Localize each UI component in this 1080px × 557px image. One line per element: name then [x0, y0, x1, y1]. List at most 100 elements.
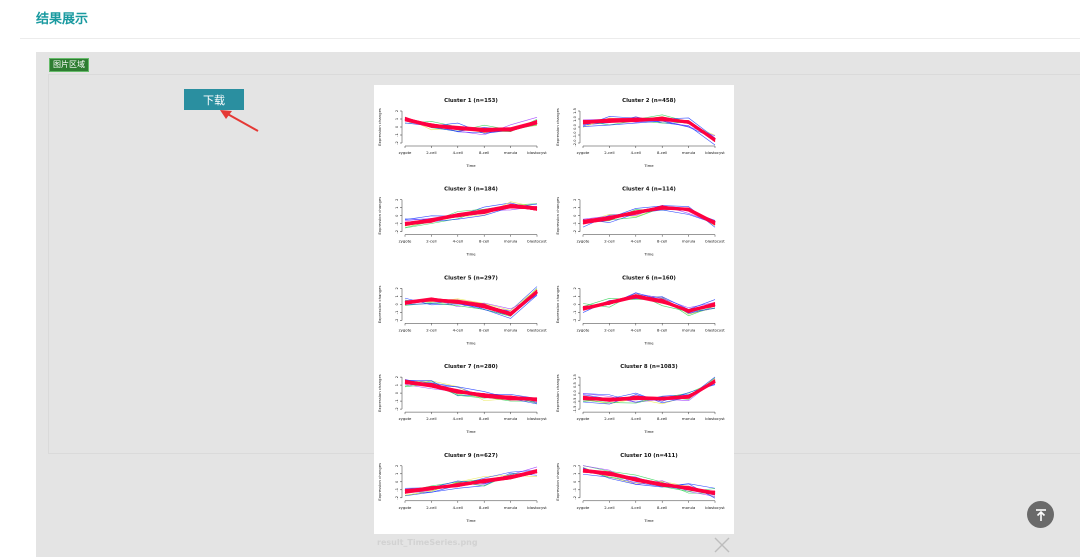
y-tick-label: 2 — [395, 465, 399, 467]
x-axis-label: Time — [465, 518, 476, 523]
y-tick-label: -1 — [395, 222, 399, 226]
series-line — [582, 465, 716, 494]
x-tick-label: morula — [504, 416, 517, 421]
x-axis-label: Time — [643, 518, 654, 523]
y-tick-label: 0.0 — [573, 123, 577, 129]
y-tick-label: 0 — [395, 125, 399, 128]
y-tick-label: 2 — [573, 287, 577, 289]
x-tick-label: 2-cell — [426, 150, 436, 155]
result-image[interactable]: Cluster 1 (n=153) -2 -1 0 1 2 zygote 2-cell 4-ce… — [374, 85, 734, 534]
y-tick-label: 0 — [395, 391, 399, 394]
x-axis-label: Time — [643, 340, 654, 345]
series-line — [404, 469, 538, 491]
x-tick-label: blastocyst — [527, 150, 547, 155]
x-tick-label: 8-cell — [657, 416, 667, 421]
y-tick-label: 1 — [395, 295, 399, 297]
x-tick-label: morula — [504, 327, 517, 332]
cluster-core-line — [404, 469, 538, 493]
x-axis-label: Time — [465, 163, 476, 168]
close-icon[interactable] — [713, 536, 731, 554]
y-axis-label: Expression changes — [377, 197, 382, 235]
x-tick-label: zygote — [577, 327, 590, 332]
x-tick-label: 4-cell — [453, 327, 463, 332]
y-tick-label: 2 — [395, 376, 399, 378]
cluster-title: Cluster 8 (n=1083) — [620, 364, 678, 370]
y-axis-label: Expression changes — [555, 374, 560, 412]
y-tick-label: -2 — [395, 496, 399, 500]
y-tick-label: 1.5 — [573, 374, 577, 380]
x-tick-label: zygote — [399, 150, 412, 155]
x-tick-label: blastocyst — [527, 505, 547, 510]
x-tick-label: zygote — [577, 505, 590, 510]
x-tick-label: 4-cell — [453, 505, 463, 510]
y-tick-label: -1 — [573, 222, 577, 226]
x-axis-label: Time — [643, 429, 654, 434]
y-axis-label: Expression changes — [555, 197, 560, 235]
x-tick-label: morula — [682, 327, 695, 332]
cluster-core-line — [404, 380, 538, 402]
cluster-core-line — [582, 469, 716, 495]
x-tick-label: 8-cell — [657, 150, 667, 155]
series-line — [582, 378, 716, 400]
x-tick-label: 8-cell — [657, 327, 667, 332]
x-tick-label: 2-cell — [604, 416, 614, 421]
cluster-title: Cluster 10 (n=411) — [620, 453, 678, 459]
y-tick-label: 2 — [395, 199, 399, 201]
x-tick-label: morula — [682, 239, 695, 244]
y-axis-label: Expression changes — [377, 463, 382, 501]
x-tick-label: morula — [504, 505, 517, 510]
y-tick-label: -1 — [573, 311, 577, 315]
x-tick-label: 2-cell — [426, 239, 436, 244]
back-to-top-button[interactable] — [1027, 501, 1054, 528]
x-tick-label: blastocyst — [705, 150, 725, 155]
y-tick-label: 2 — [573, 465, 577, 467]
cluster-title: Cluster 7 (n=280) — [444, 364, 498, 370]
x-tick-label: 4-cell — [631, 505, 641, 510]
image-panel: 图片区域 下载 Cluster 1 (n=153) -2 -1 0 1 2 zygote 2-… — [36, 52, 1080, 557]
y-tick-label: 2 — [573, 199, 577, 201]
title-divider — [20, 38, 1080, 39]
x-tick-label: 2-cell — [426, 416, 436, 421]
cluster-title: Cluster 2 (n=458) — [622, 98, 676, 104]
pointer-arrow-icon — [220, 110, 259, 132]
y-axis-label: Expression changes — [377, 286, 382, 324]
cluster-core-line — [404, 290, 539, 316]
cluster-core-line — [582, 294, 716, 313]
x-tick-label: 8-cell — [479, 239, 489, 244]
x-tick-label: zygote — [399, 416, 412, 421]
x-tick-label: 4-cell — [453, 416, 463, 421]
y-tick-label: 2 — [395, 110, 399, 112]
y-tick-label: -2 — [395, 319, 399, 323]
y-tick-label: 1.5 — [573, 108, 577, 114]
y-tick-label: 0 — [395, 303, 399, 306]
x-axis-label: Time — [465, 340, 476, 345]
arrow-up-icon — [1035, 508, 1046, 521]
download-button[interactable]: 下载 — [184, 89, 244, 110]
y-tick-label: -2 — [395, 230, 399, 234]
image-area-tag: 图片区域 — [49, 58, 89, 72]
y-tick-label: -1 — [573, 488, 577, 492]
x-tick-label: 2-cell — [604, 239, 614, 244]
x-tick-label: 4-cell — [453, 239, 463, 244]
x-tick-label: 2-cell — [604, 150, 614, 155]
time-series-plot: Cluster 1 (n=153) -2 -1 0 1 2 zygote 2-cell 4-ce… — [377, 98, 725, 523]
x-tick-label: blastocyst — [527, 416, 547, 421]
x-tick-label: blastocyst — [705, 327, 725, 332]
x-tick-label: 4-cell — [631, 416, 641, 421]
y-tick-label: 0 — [573, 480, 577, 483]
cluster-core-line — [582, 379, 716, 402]
y-tick-label: 1 — [573, 207, 577, 209]
x-tick-label: morula — [682, 150, 695, 155]
x-tick-label: blastocyst — [527, 327, 547, 332]
series-line — [582, 467, 716, 499]
y-tick-label: -2.0 — [573, 139, 577, 147]
x-tick-label: morula — [504, 150, 517, 155]
x-tick-label: 8-cell — [657, 239, 667, 244]
y-axis-label: Expression changes — [555, 286, 560, 324]
y-tick-label: 1 — [573, 473, 577, 475]
x-tick-label: zygote — [577, 150, 590, 155]
x-tick-label: 8-cell — [479, 505, 489, 510]
x-tick-label: 4-cell — [453, 150, 463, 155]
cluster-title: Cluster 6 (n=160) — [622, 275, 676, 281]
y-tick-label: -1 — [395, 133, 399, 137]
